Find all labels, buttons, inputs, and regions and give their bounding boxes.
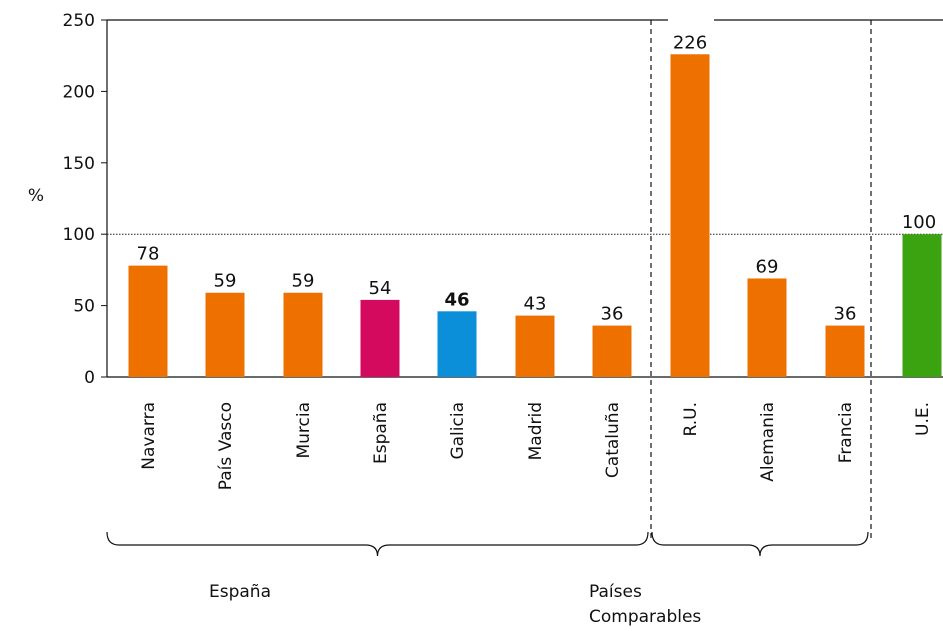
group-label-espana: España	[209, 582, 271, 602]
bar-Navarra	[128, 265, 168, 377]
bar-U.E.	[902, 234, 942, 377]
group-label-line: Países	[589, 582, 642, 602]
value-label: 43	[524, 294, 547, 315]
y-tick-label: 100	[63, 225, 95, 245]
y-tick-label: 0	[84, 368, 95, 388]
value-label: 226	[673, 32, 707, 53]
category-label: Galicia	[448, 402, 468, 460]
bar-R.U.	[670, 54, 710, 377]
bar-País Vasco	[205, 292, 245, 377]
category-label: Navarra	[139, 402, 159, 470]
bar-Madrid	[515, 315, 555, 377]
bar-Cataluña	[592, 325, 632, 377]
category-label: Madrid	[526, 402, 546, 460]
value-label: 54	[369, 278, 392, 299]
y-tick-label: 150	[63, 154, 95, 174]
brace-espana	[106, 531, 649, 557]
y-tick-label: 200	[63, 82, 95, 102]
value-label: 59	[292, 271, 315, 292]
y-tick-label: 50	[73, 297, 95, 317]
bar-España	[360, 299, 400, 377]
category-label: País Vasco	[216, 402, 236, 490]
value-label: 46	[444, 289, 469, 310]
category-label: Francia	[836, 402, 856, 463]
value-label: 69	[756, 256, 779, 277]
category-label: U.E.	[913, 402, 933, 436]
bar-Francia	[825, 325, 865, 377]
category-label: Murcia	[294, 402, 314, 459]
value-label: 36	[834, 304, 857, 325]
group-label-paises-comparables: Países Comparables	[589, 582, 701, 627]
y-tick-label: 250	[63, 11, 95, 31]
value-label: 100	[902, 212, 936, 233]
bar-Galicia	[437, 311, 477, 377]
value-label: 36	[601, 304, 624, 325]
bar-Alemania	[747, 278, 787, 377]
group-label-line: Comparables	[589, 607, 701, 627]
bar-Murcia	[283, 292, 323, 377]
category-label: España	[371, 402, 391, 464]
brace-paises-comparables	[651, 531, 869, 557]
y-axis-label: %	[28, 186, 44, 206]
value-label: 78	[137, 244, 160, 265]
category-label: Cataluña	[603, 402, 623, 478]
value-label: 59	[214, 271, 237, 292]
category-label: Alemania	[758, 402, 778, 482]
category-label: R.U.	[681, 402, 701, 436]
